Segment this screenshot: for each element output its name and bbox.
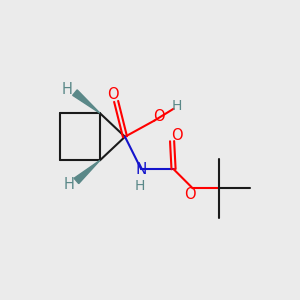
- Text: O: O: [184, 187, 196, 202]
- Text: H: H: [62, 82, 73, 97]
- Polygon shape: [74, 160, 100, 184]
- Text: H: H: [64, 177, 74, 192]
- Text: H: H: [171, 99, 182, 113]
- Text: O: O: [153, 109, 165, 124]
- Text: H: H: [134, 179, 145, 193]
- Polygon shape: [73, 90, 100, 113]
- Text: N: N: [136, 162, 147, 177]
- Text: O: O: [107, 87, 119, 102]
- Text: O: O: [172, 128, 183, 143]
